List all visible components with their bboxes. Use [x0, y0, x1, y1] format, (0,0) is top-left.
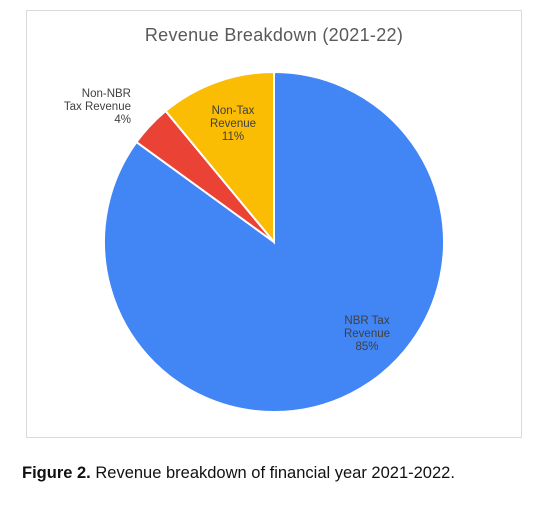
slice-label: NBR Tax Revenue 85%	[344, 315, 390, 353]
figure-caption: Figure 2. Revenue breakdown of financial…	[22, 464, 455, 483]
slice-label: Non-NBR Tax Revenue 4%	[64, 88, 131, 126]
slice-label: Non-Tax Revenue 11%	[210, 105, 256, 143]
pie-chart: NBR Tax Revenue 85% Non-NBR Tax Revenue 4% Non…	[64, 70, 445, 413]
chart-frame: Revenue Breakdown (2021-22) NBR Tax Reven…	[26, 10, 522, 438]
pie-slice	[164, 70, 275, 245]
pie-slice	[103, 70, 445, 413]
caption-text: Revenue breakdown of financial year 2021…	[90, 464, 455, 482]
caption-prefix: Figure 2.	[22, 464, 91, 482]
chart-title: Revenue Breakdown (2021-22)	[144, 25, 404, 45]
